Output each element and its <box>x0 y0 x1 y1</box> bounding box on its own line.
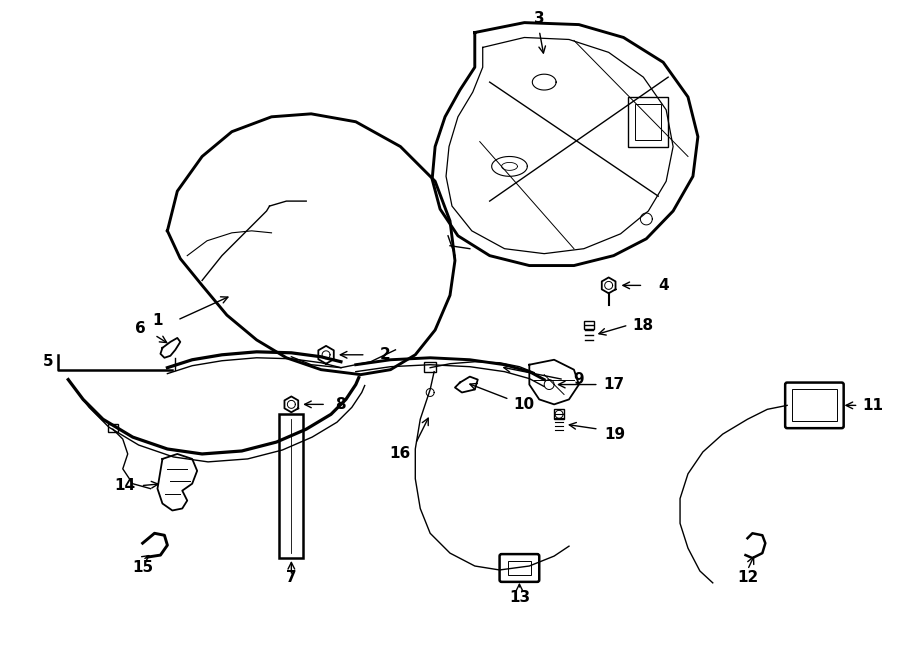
Text: 9: 9 <box>573 372 584 387</box>
Bar <box>424 362 436 371</box>
Text: 10: 10 <box>514 397 535 412</box>
Text: 13: 13 <box>508 590 530 605</box>
Text: 7: 7 <box>286 570 297 586</box>
Text: 16: 16 <box>390 446 411 461</box>
Text: 8: 8 <box>336 397 346 412</box>
Bar <box>554 409 564 419</box>
Text: 2: 2 <box>380 347 391 362</box>
Text: 5: 5 <box>43 354 54 369</box>
Text: 1: 1 <box>152 313 163 328</box>
Bar <box>584 321 594 329</box>
Text: 4: 4 <box>658 278 669 293</box>
Text: 19: 19 <box>604 426 626 442</box>
Text: 18: 18 <box>633 317 654 332</box>
Bar <box>108 424 118 432</box>
Bar <box>792 389 837 421</box>
Text: 12: 12 <box>737 570 758 586</box>
Text: 6: 6 <box>135 321 146 336</box>
FancyBboxPatch shape <box>500 554 539 582</box>
Text: 14: 14 <box>114 478 135 493</box>
Bar <box>628 97 668 147</box>
FancyBboxPatch shape <box>785 383 843 428</box>
Text: 3: 3 <box>534 11 544 26</box>
Bar <box>508 561 531 575</box>
Bar <box>279 414 303 558</box>
Text: 11: 11 <box>862 398 883 413</box>
Text: 17: 17 <box>603 377 625 392</box>
Bar <box>635 104 662 139</box>
Text: 15: 15 <box>132 561 153 576</box>
